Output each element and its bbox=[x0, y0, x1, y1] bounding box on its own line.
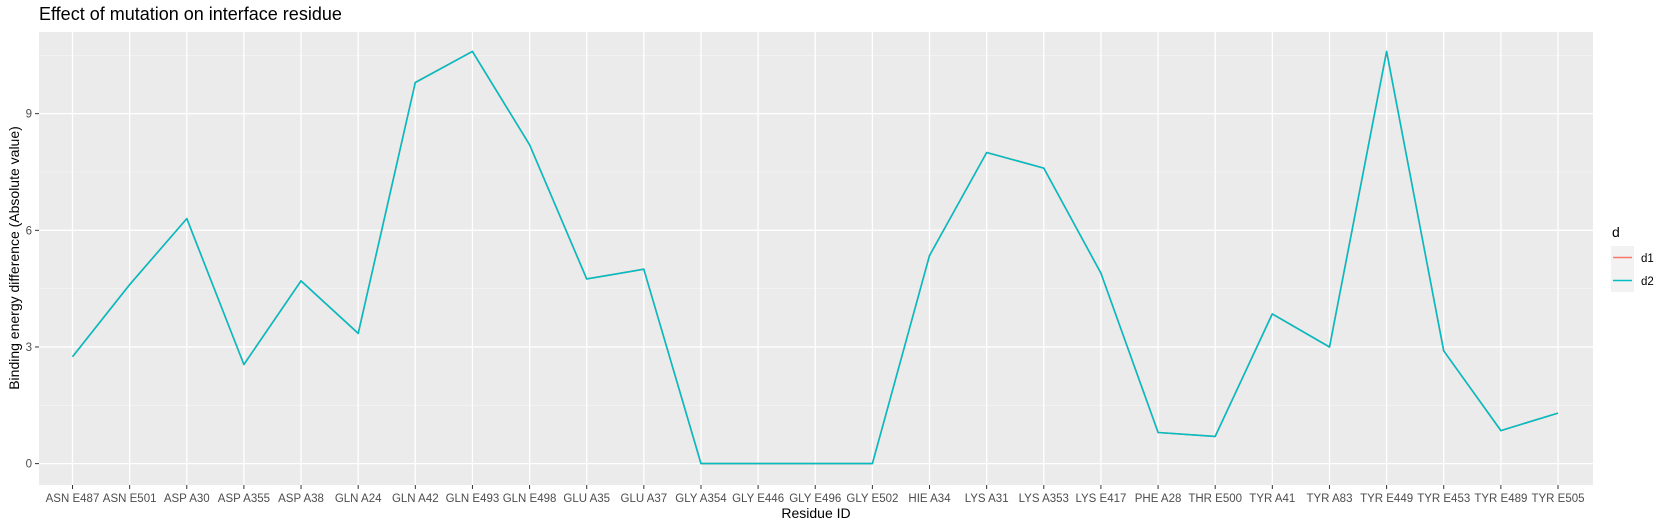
y-axis-title: Binding energy difference (Absolute valu… bbox=[6, 126, 22, 390]
x-tick-label: THR E500 bbox=[1188, 493, 1242, 505]
x-tick-label: TYR E489 bbox=[1474, 493, 1527, 505]
y-tick-label: 3 bbox=[26, 342, 32, 354]
x-tick-label: GLN A42 bbox=[392, 493, 439, 505]
legend-title: d bbox=[1612, 224, 1620, 240]
x-tick-label: HIE A34 bbox=[908, 493, 951, 505]
x-tick-label: GLY A354 bbox=[675, 493, 727, 505]
plot-panel bbox=[39, 32, 1593, 485]
chart-title: Effect of mutation on interface residue bbox=[39, 4, 342, 24]
x-tick-label: GLY E502 bbox=[846, 493, 898, 505]
x-tick-label: GLU A35 bbox=[563, 493, 610, 505]
x-tick-label: TYR E453 bbox=[1417, 493, 1470, 505]
y-tick-label: 0 bbox=[26, 459, 32, 471]
minor-gridlines bbox=[39, 54, 1593, 406]
x-tick-label: ASN E487 bbox=[46, 493, 100, 505]
series-lines bbox=[71, 50, 1559, 465]
x-tick-label: LYS E417 bbox=[1075, 493, 1126, 505]
x-tick-label: ASP A30 bbox=[164, 493, 210, 505]
x-tick-label: PHE A28 bbox=[1135, 493, 1182, 505]
series-line-d2 bbox=[71, 50, 1559, 465]
x-axis: ASN E487 ASN E501 ASP A30 ASP A355 ASP A38 GL… bbox=[46, 485, 1585, 505]
legend-label-d2: d2 bbox=[1641, 276, 1654, 288]
x-tick-label: GLY E496 bbox=[789, 493, 841, 505]
x-tick-label: TYR E449 bbox=[1360, 493, 1413, 505]
x-tick-label: ASP A355 bbox=[218, 493, 270, 505]
x-tick-label: ASP A38 bbox=[278, 493, 324, 505]
x-tick-label: TYR A41 bbox=[1249, 493, 1295, 505]
x-axis-title: Residue ID bbox=[781, 505, 850, 521]
x-tick-label: GLN E498 bbox=[503, 493, 557, 505]
y-tick-label: 6 bbox=[26, 225, 32, 237]
x-tick-label: TYR A83 bbox=[1306, 493, 1352, 505]
x-tick-label: GLU A37 bbox=[621, 493, 668, 505]
x-tick-label: GLN E493 bbox=[446, 493, 500, 505]
legend-label-d1: d1 bbox=[1641, 253, 1654, 265]
x-tick-label: GLN A24 bbox=[335, 493, 382, 505]
x-tick-label: GLY E446 bbox=[732, 493, 784, 505]
y-axis: 0 3 6 9 bbox=[26, 109, 39, 471]
x-tick-label: ASN E501 bbox=[103, 493, 157, 505]
x-tick-label: LYS A353 bbox=[1019, 493, 1069, 505]
x-tick-label: TYR E505 bbox=[1531, 493, 1584, 505]
y-tick-label: 9 bbox=[26, 109, 32, 121]
major-gridlines bbox=[39, 32, 1593, 485]
x-tick-label: LYS A31 bbox=[965, 493, 1009, 505]
legend: d d1 d2 bbox=[1611, 224, 1654, 292]
